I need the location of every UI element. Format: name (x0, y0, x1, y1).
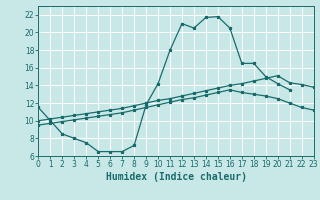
X-axis label: Humidex (Indice chaleur): Humidex (Indice chaleur) (106, 172, 246, 182)
